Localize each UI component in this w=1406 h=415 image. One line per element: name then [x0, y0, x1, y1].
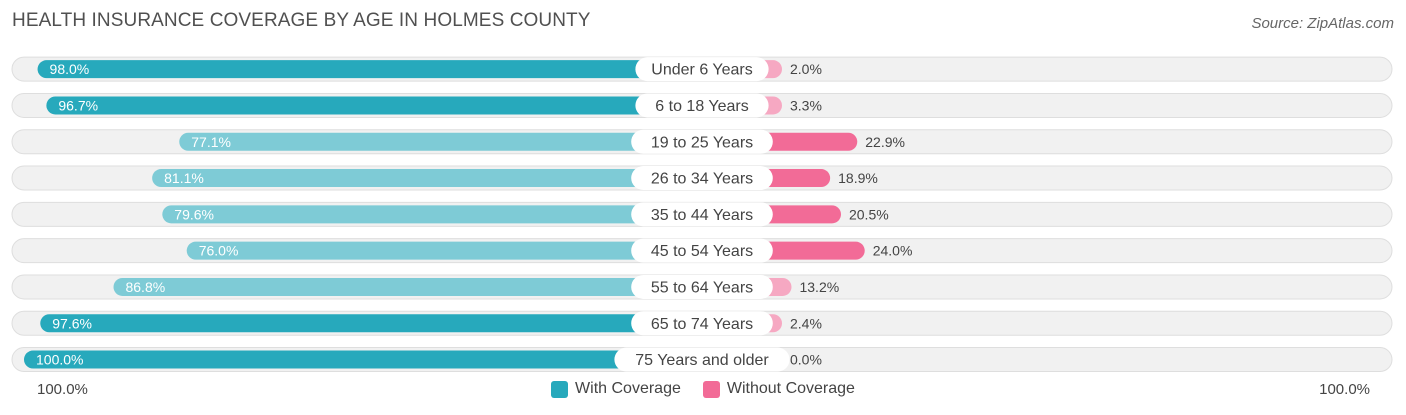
category-pill: [631, 274, 773, 299]
chart-title: HEALTH INSURANCE COVERAGE BY AGE IN HOLM…: [12, 10, 591, 31]
without-coverage-value: 2.0%: [790, 61, 822, 77]
without-coverage-value: 2.4%: [790, 315, 822, 331]
source-label: Source: ZipAtlas.com: [1251, 15, 1394, 32]
without-coverage-value: 24.0%: [873, 243, 913, 259]
category-pill: [631, 202, 773, 227]
without-coverage-value: 18.9%: [838, 170, 878, 186]
axis-left-label: 100.0%: [37, 381, 88, 398]
with-coverage-value: 77.1%: [191, 134, 231, 150]
without-coverage-value: 0.0%: [790, 352, 822, 368]
legend: With Coverage Without Coverage: [0, 380, 1406, 398]
with-coverage-bar: [152, 169, 703, 188]
with-coverage-bar: [24, 350, 702, 369]
legend-with-label: With Coverage: [575, 380, 681, 397]
with-coverage-value: 98.0%: [50, 61, 90, 77]
with-coverage-bar: [179, 132, 703, 151]
category-label: 45 to 54 Years: [651, 243, 753, 260]
category-pill: [631, 166, 773, 191]
with-coverage-value: 86.8%: [125, 279, 165, 295]
with-coverage-value: 81.1%: [164, 170, 204, 186]
category-pill: [635, 93, 769, 118]
with-coverage-value: 96.7%: [58, 97, 98, 113]
with-coverage-bar: [162, 205, 702, 224]
category-pill: [635, 57, 769, 82]
with-coverage-bar: [46, 96, 702, 115]
category-label: 6 to 18 Years: [655, 98, 748, 115]
category-pill: [631, 238, 773, 263]
with-coverage-value: 97.6%: [52, 315, 92, 331]
legend-without-label: Without Coverage: [726, 380, 855, 397]
legend-item-with-coverage[interactable]: With Coverage: [551, 380, 681, 398]
with-coverage-bar: [113, 277, 703, 296]
category-label: 75 Years and older: [635, 352, 769, 369]
with-coverage-swatch: [551, 380, 569, 398]
without-coverage-value: 13.2%: [799, 279, 839, 295]
with-coverage-bar: [37, 60, 703, 79]
bar-chart: 98.0% 2.0% Under 6 Years 96.7% 3.3% 6 to 18 Y…: [11, 56, 1393, 373]
category-label: Under 6 Years: [651, 62, 752, 79]
without-coverage-swatch: [702, 380, 720, 398]
category-label: 19 to 25 Years: [651, 134, 753, 151]
category-label: 65 to 74 Years: [651, 316, 753, 333]
with-coverage-bar: [186, 241, 703, 260]
category-label: 35 to 44 Years: [651, 207, 753, 224]
without-coverage-value: 20.5%: [849, 206, 889, 222]
without-coverage-value: 22.9%: [865, 134, 905, 150]
category-label: 26 to 34 Years: [651, 171, 753, 188]
category-pill: [631, 311, 773, 336]
without-coverage-value: 3.3%: [790, 97, 822, 113]
legend-item-without-coverage[interactable]: Without Coverage: [702, 380, 855, 398]
with-coverage-bar: [40, 314, 703, 333]
axis-right-label: 100.0%: [1319, 381, 1370, 398]
with-coverage-value: 79.6%: [174, 206, 214, 222]
category-label: 55 to 64 Years: [651, 279, 753, 296]
category-pill: [631, 129, 773, 154]
category-pill: [614, 347, 790, 372]
with-coverage-value: 76.0%: [199, 243, 239, 259]
with-coverage-value: 100.0%: [36, 352, 83, 368]
